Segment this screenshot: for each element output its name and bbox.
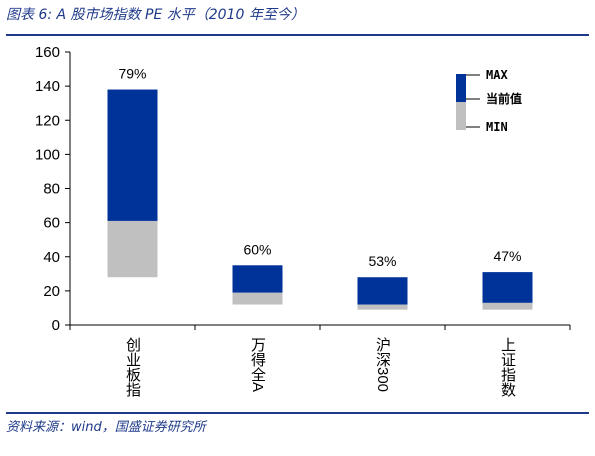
bottom-rule xyxy=(6,412,589,414)
y-tick-label: 60 xyxy=(43,215,60,232)
bar-lower-segment xyxy=(357,304,408,310)
y-ticks-group: 0 20 40 60 80 100 120 140 160 xyxy=(35,44,70,334)
percentile-label: 79% xyxy=(118,66,146,82)
x-tick-label: 沪深300 xyxy=(374,337,391,392)
legend-swatch-lower xyxy=(456,102,466,130)
bars-group xyxy=(107,89,533,310)
x-tick-label: 创业板指 xyxy=(124,337,141,398)
x-ticks-group: 创业板指 万得全A 沪深300 上证指数 xyxy=(69,325,571,398)
bar-upper-segment xyxy=(107,89,158,221)
y-tick-label: 120 xyxy=(35,112,60,129)
legend-swatch-upper xyxy=(456,74,466,102)
x-tick-label: 上证指数 xyxy=(499,337,516,397)
bar-upper-segment xyxy=(357,277,408,305)
y-tick-label: 100 xyxy=(35,146,60,163)
bar-lower-segment xyxy=(107,220,158,278)
y-tick-label: 140 xyxy=(35,78,60,95)
legend-label: 当前值 xyxy=(486,91,522,106)
y-tick-label: 160 xyxy=(35,44,60,61)
bar-lower-segment xyxy=(232,292,283,305)
x-tick-label: 万得全A xyxy=(249,337,266,392)
percentile-label: 60% xyxy=(243,241,271,257)
percentile-label: 47% xyxy=(493,248,521,264)
source-note: 资料来源：wind，国盛证券研究所 xyxy=(6,420,206,435)
y-tick-label: 0 xyxy=(52,317,60,334)
y-tick-label: 40 xyxy=(43,249,60,266)
y-tick-label: 80 xyxy=(43,181,60,198)
legend: MAX 当前值 MIN xyxy=(456,68,522,134)
figure-title: 图表 6: A 股市场指数 PE 水平（2010 年至今） xyxy=(6,7,305,23)
top-rule xyxy=(6,34,589,36)
legend-label: MIN xyxy=(486,120,508,134)
data-labels-group: 79% 60% 53% 47% xyxy=(118,66,521,270)
y-tick-label: 20 xyxy=(43,283,60,300)
bar-upper-segment xyxy=(232,265,283,293)
percentile-label: 53% xyxy=(368,253,396,269)
bar-upper-segment xyxy=(482,272,533,303)
legend-label: MAX xyxy=(486,68,508,82)
bar-lower-segment xyxy=(482,302,533,310)
